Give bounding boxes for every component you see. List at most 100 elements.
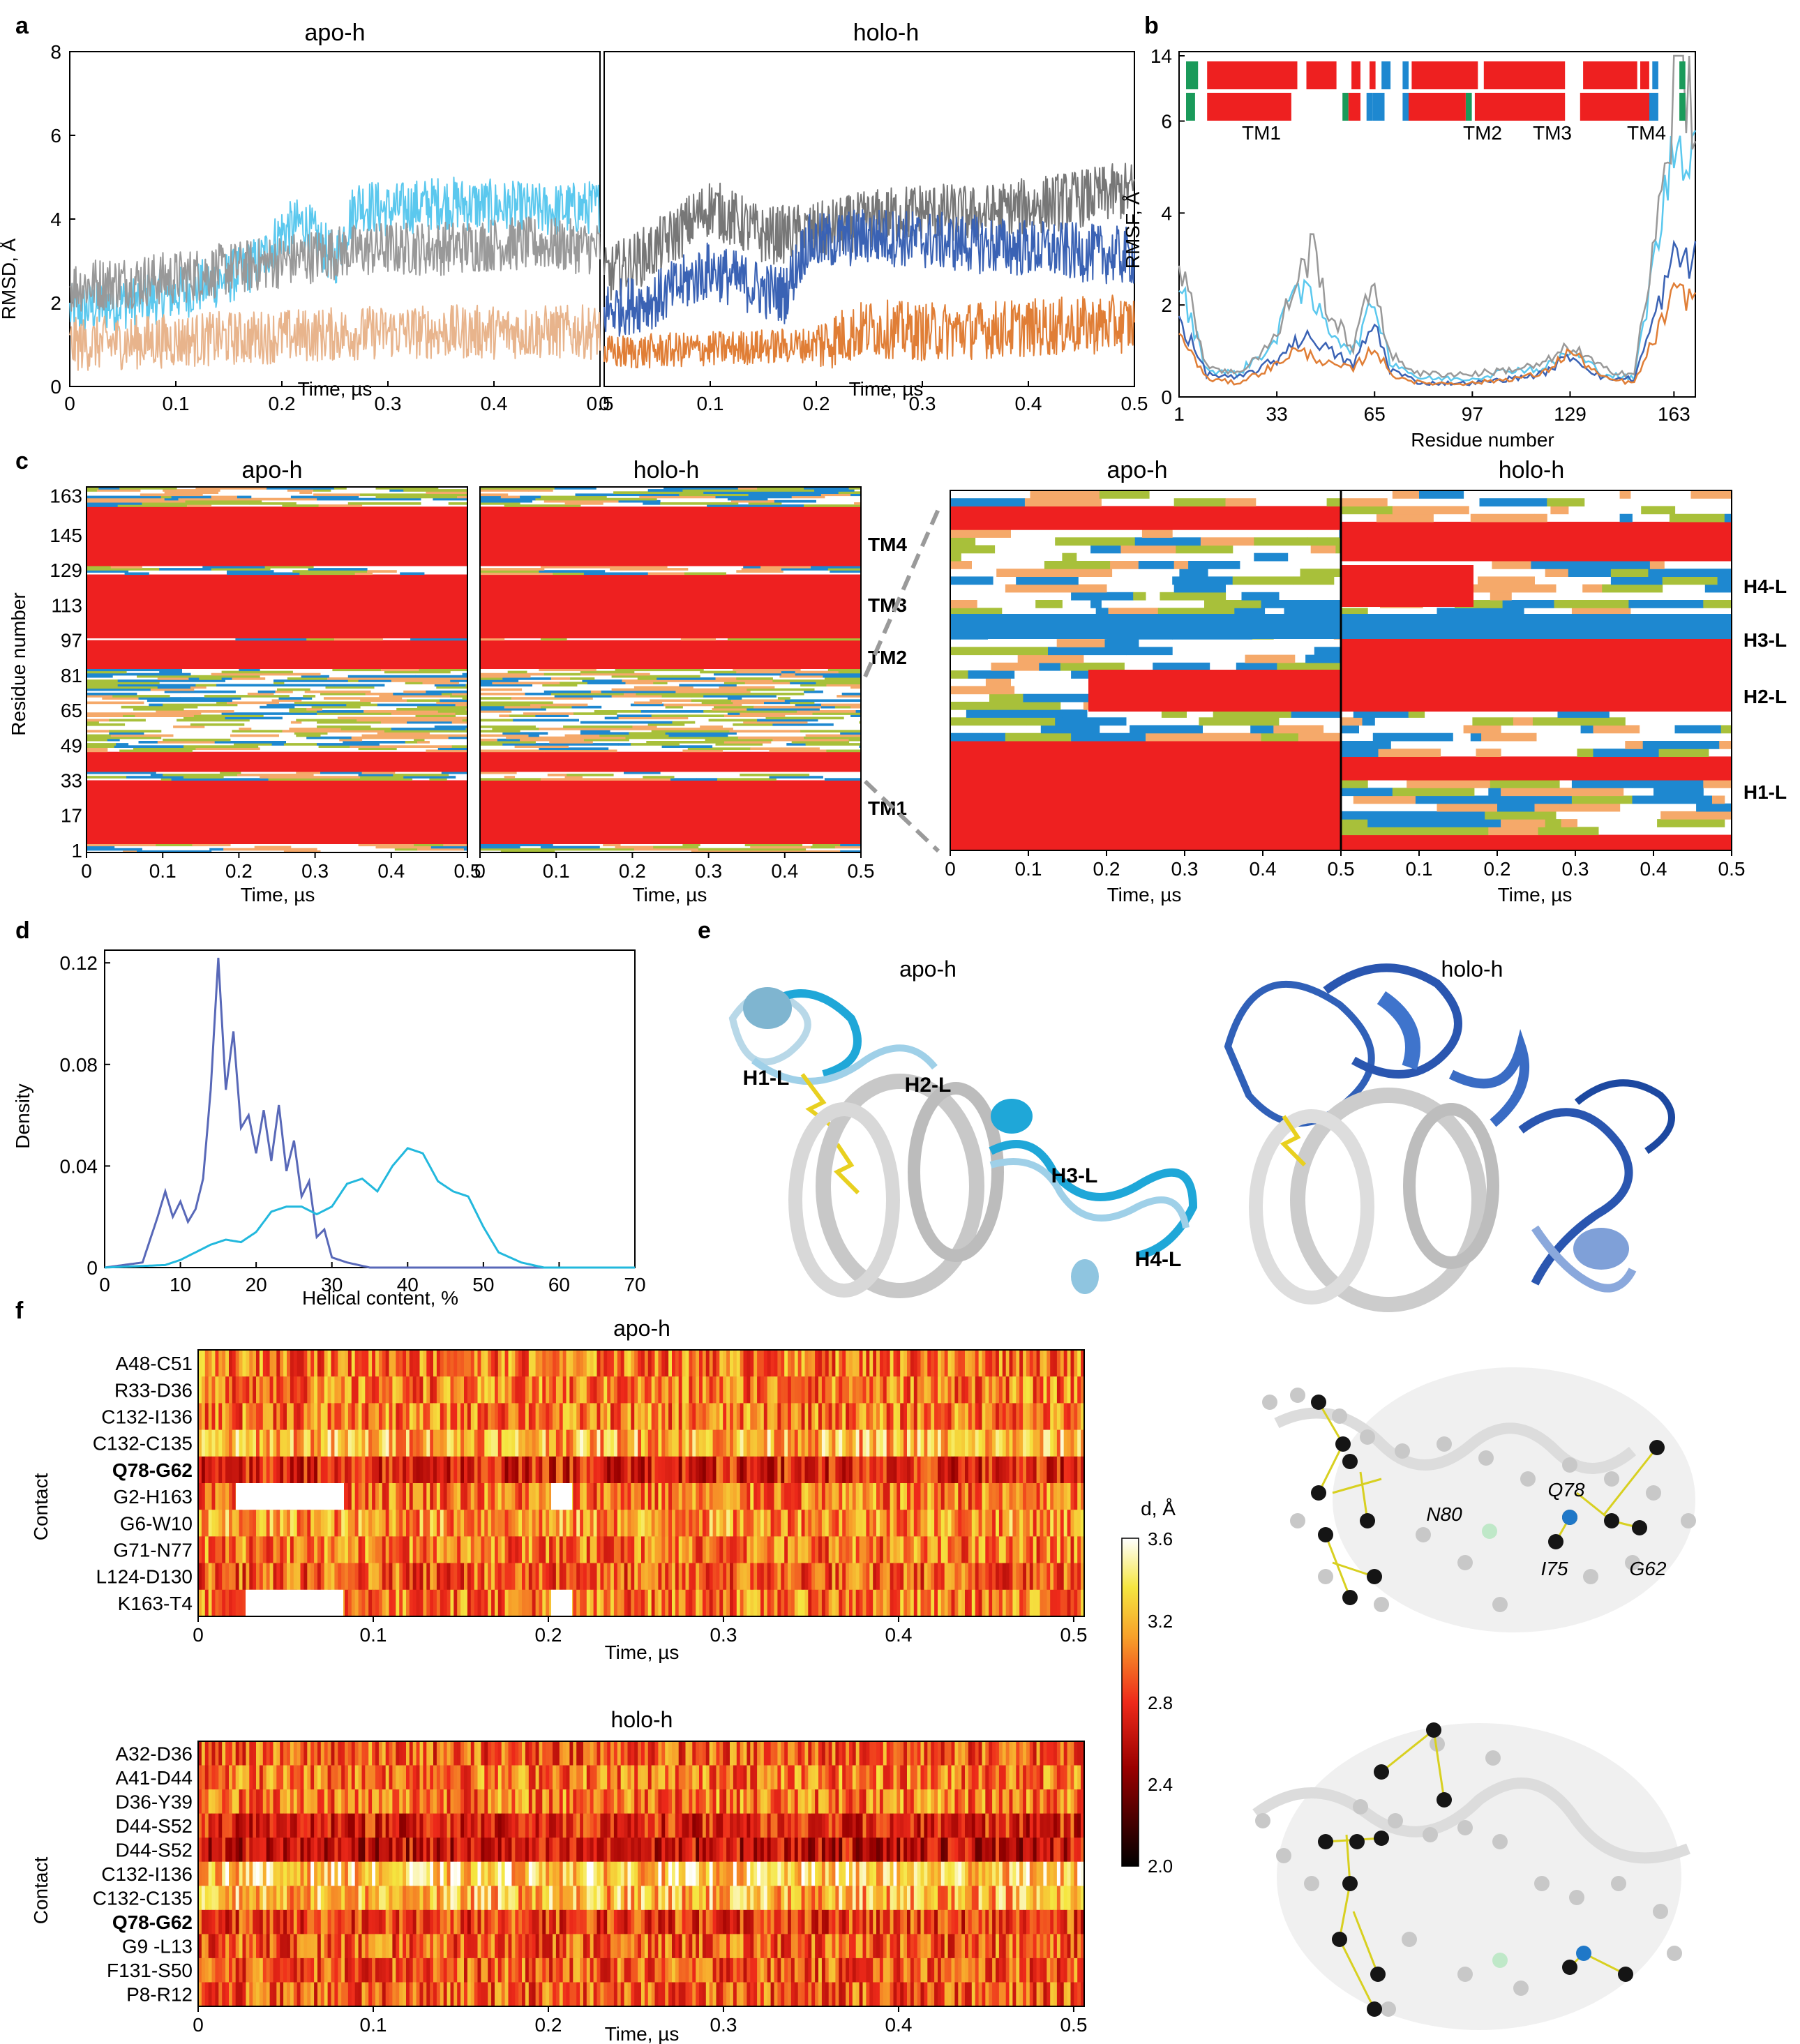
- heatmap-cell: [801, 1789, 806, 1814]
- heatmap-cell: [198, 1350, 202, 1377]
- heatmap-cell: [553, 1376, 557, 1404]
- heatmap-cell: [358, 1765, 363, 1790]
- heatmap-cell: [747, 1536, 751, 1564]
- heatmap-cell: [672, 1741, 676, 1766]
- state-segment: [282, 712, 317, 715]
- x-tick-label: 0.2: [269, 393, 296, 414]
- heatmap-cell: [266, 1403, 271, 1431]
- heatmap-cell: [365, 1536, 369, 1564]
- state-segment: [594, 710, 642, 713]
- heatmap-cell: [354, 1813, 359, 1838]
- heatmap-cell: [658, 1376, 662, 1404]
- heatmap-cell: [378, 1813, 383, 1838]
- heatmap-cell: [893, 1376, 897, 1404]
- heatmap-cell: [747, 1429, 751, 1457]
- state-segment: [514, 745, 569, 748]
- heatmap-cell: [1029, 1789, 1034, 1814]
- helix-row: [480, 651, 861, 654]
- heatmap-cell: [965, 1589, 969, 1617]
- state-segment: [457, 495, 468, 499]
- heatmap-cell: [280, 1350, 284, 1377]
- heatmap-cell: [750, 1429, 754, 1457]
- heatmap-cell: [583, 1403, 587, 1431]
- heatmap-cell: [576, 1483, 580, 1510]
- heatmap-cell: [971, 1789, 976, 1814]
- heatmap-cell: [358, 1789, 363, 1814]
- heatmap-cell: [855, 1483, 860, 1510]
- heatmap-cell: [879, 1510, 884, 1537]
- heatmap-cell: [927, 1350, 931, 1377]
- state-segment: [1172, 576, 1233, 585]
- state-segment: [740, 774, 810, 776]
- helix-row: [480, 609, 861, 613]
- axis-label-y: RMSD, Å: [0, 238, 20, 320]
- state-segment: [1619, 513, 1633, 523]
- heatmap-cell: [440, 1483, 444, 1510]
- state-segment: [698, 848, 751, 851]
- heatmap-cell: [1023, 1765, 1027, 1790]
- heatmap-cell: [477, 1789, 481, 1814]
- heatmap-cell: [399, 1765, 403, 1790]
- heatmap-cell: [215, 1741, 219, 1766]
- axis-label-x: Time, µs: [1498, 884, 1573, 905]
- helix-row: [950, 842, 1341, 851]
- helix-row: [480, 767, 861, 770]
- heatmap-cell: [774, 1376, 778, 1404]
- state-segment: [740, 712, 753, 715]
- heatmap-cell: [699, 1741, 703, 1766]
- heatmap-cell: [1050, 1510, 1054, 1537]
- heatmap-cell: [256, 1403, 260, 1431]
- state-segment: [1341, 827, 1416, 836]
- heatmap-cell: [409, 1510, 414, 1537]
- heatmap-cell: [907, 1429, 911, 1457]
- state-segment: [1610, 569, 1649, 577]
- heatmap-cell: [839, 1765, 843, 1790]
- heatmap-cell: [1056, 1403, 1061, 1431]
- heatmap-cell: [1081, 1589, 1085, 1617]
- heatmap-cell: [989, 1536, 993, 1564]
- heatmap-cell: [647, 1589, 652, 1617]
- state-segment: [707, 692, 779, 696]
- state-segment: [87, 714, 123, 717]
- heatmap-cell: [327, 1376, 332, 1404]
- heatmap-cell: [842, 1350, 846, 1377]
- heatmap-cell: [327, 1403, 332, 1431]
- heatmap-cell: [447, 1403, 451, 1431]
- state-segment: [1469, 795, 1494, 804]
- heatmap-cell: [569, 1403, 573, 1431]
- state-segment: [840, 843, 862, 847]
- heatmap-cell: [532, 1350, 537, 1377]
- state-segment: [193, 675, 260, 678]
- heatmap-cell: [781, 1456, 785, 1484]
- state-segment: [391, 728, 466, 730]
- heatmap-cell: [1016, 1483, 1020, 1510]
- heatmap-cell: [661, 1536, 666, 1564]
- heatmap-cell: [283, 1376, 287, 1404]
- heatmap-cell: [229, 1765, 233, 1790]
- heatmap-cell: [917, 1741, 922, 1766]
- state-segment: [360, 497, 421, 501]
- heatmap-cell: [345, 1510, 349, 1537]
- heatmap-cell: [886, 1741, 891, 1766]
- heatmap-cell: [790, 1510, 795, 1537]
- heatmap-cell: [723, 1376, 727, 1404]
- heatmap-cell: [566, 1510, 570, 1537]
- state-segment: [417, 848, 465, 851]
- heatmap-cell: [665, 1536, 669, 1564]
- heatmap-cell: [801, 1350, 806, 1377]
- heatmap-cell: [794, 1429, 799, 1457]
- state-segment: [540, 495, 607, 499]
- state-segment: [290, 684, 335, 687]
- heatmap-cell: [204, 1483, 209, 1510]
- heatmap-cell: [790, 1589, 795, 1617]
- heatmap-cell: [555, 1536, 560, 1564]
- heatmap-cell: [1009, 1456, 1013, 1484]
- heatmap-cell: [235, 1456, 240, 1484]
- contact-heatmap-holo: A32-D36A41-D44D36-Y39D44-S52D44-S52C132-…: [93, 1741, 1087, 2036]
- heatmap-cell: [365, 1456, 369, 1484]
- heatmap-cell: [770, 1350, 775, 1377]
- heatmap-cell: [1012, 1510, 1017, 1537]
- x-tick-label: 0.2: [225, 860, 253, 882]
- state-segment: [1176, 545, 1233, 554]
- heatmap-cell: [672, 1483, 676, 1510]
